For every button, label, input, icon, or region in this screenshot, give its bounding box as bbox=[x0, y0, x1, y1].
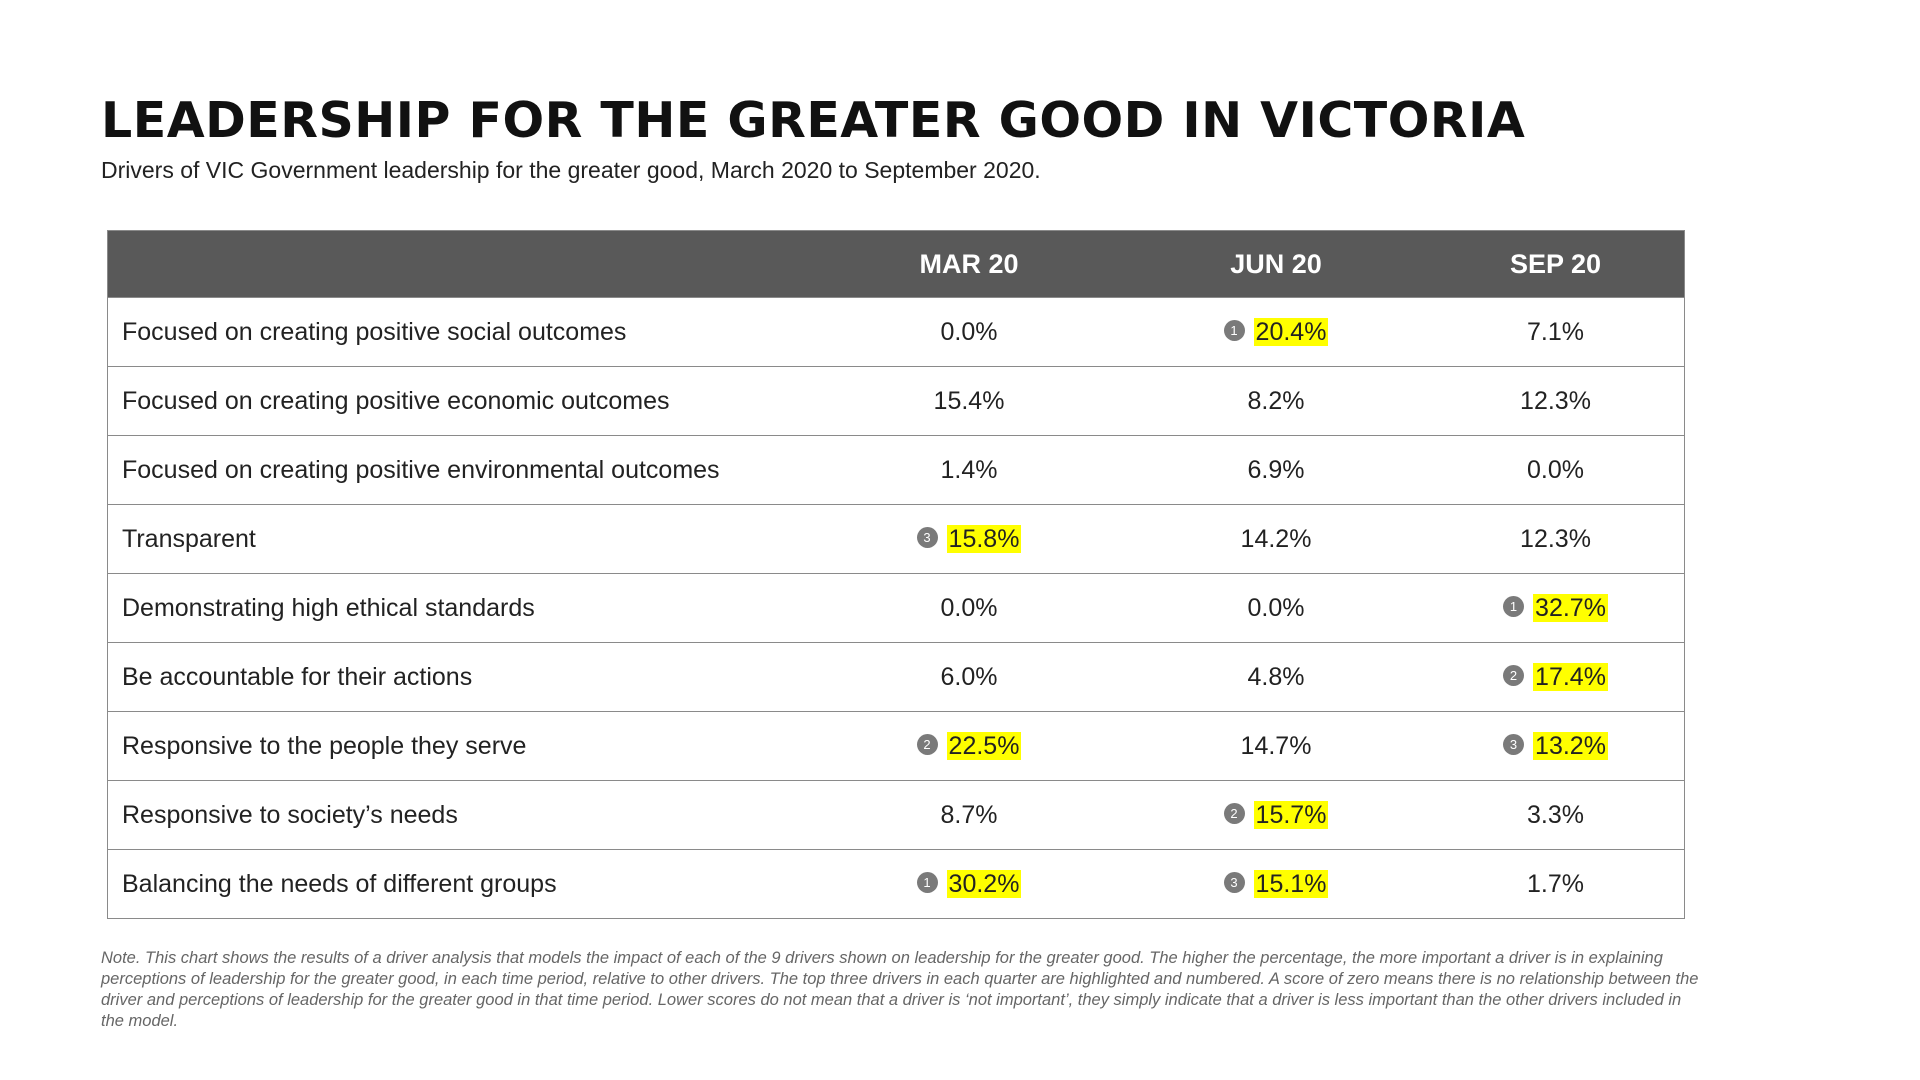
page-title: LEADERSHIP FOR THE GREATER GOOD IN VICTO… bbox=[101, 92, 1526, 149]
highlighted-value: 30.2% bbox=[946, 869, 1022, 898]
driver-label: Focused on creating positive economic ou… bbox=[107, 366, 813, 436]
value-cell: 0.0% bbox=[1125, 573, 1427, 643]
value: 0.0% bbox=[940, 317, 998, 346]
driver-label: Balancing the needs of different groups bbox=[107, 849, 813, 919]
value-cell: 12.3% bbox=[1427, 366, 1685, 436]
driver-label: Focused on creating positive social outc… bbox=[107, 297, 813, 367]
rank-badge: 3 bbox=[1223, 872, 1245, 894]
value-cell: 0.0% bbox=[1427, 435, 1685, 505]
column-header-jun20: JUN 20 bbox=[1230, 248, 1322, 279]
value: 7.1% bbox=[1527, 317, 1584, 346]
value-cell: 2 22.5% bbox=[813, 711, 1125, 781]
column-header-sep20: SEP 20 bbox=[1509, 248, 1602, 279]
table-row: Responsive to society’s needs 8.7% 2 15.7% 3… bbox=[107, 780, 1685, 850]
value: 8.2% bbox=[1247, 386, 1305, 415]
value: 15.4% bbox=[933, 386, 1005, 415]
value-cell: 6.9% bbox=[1125, 435, 1427, 505]
highlighted-value: 22.5% bbox=[946, 731, 1022, 760]
rank-badge: 2 bbox=[916, 734, 938, 756]
value-cell: 1.7% bbox=[1427, 849, 1685, 919]
driver-label: Demonstrating high ethical standards bbox=[107, 573, 813, 643]
value-cell: 1 20.4% bbox=[1125, 297, 1427, 367]
highlighted-value: 15.1% bbox=[1253, 869, 1329, 898]
value-cell: 8.7% bbox=[813, 780, 1125, 850]
driver-label: Transparent bbox=[107, 504, 813, 574]
table-header-row: MAR 20 JUN 20 SEP 20 bbox=[107, 230, 1685, 298]
value-cell: 15.4% bbox=[813, 366, 1125, 436]
value: 0.0% bbox=[1247, 593, 1305, 622]
value-cell: 1 30.2% bbox=[813, 849, 1125, 919]
value-cell: 7.1% bbox=[1427, 297, 1685, 367]
value: 4.8% bbox=[1247, 662, 1305, 691]
rank-badge: 1 bbox=[916, 872, 938, 894]
value: 0.0% bbox=[940, 593, 998, 622]
table-row: Responsive to the people they serve 2 22.5… bbox=[107, 711, 1685, 781]
value-cell: 3 13.2% bbox=[1427, 711, 1685, 781]
value-cell: 4.8% bbox=[1125, 642, 1427, 712]
driver-label: Be accountable for their actions bbox=[107, 642, 813, 712]
value-cell: 0.0% bbox=[813, 573, 1125, 643]
table-row: Transparent 3 15.8% 14.2% 12.3% bbox=[107, 504, 1685, 574]
highlighted-value: 15.7% bbox=[1253, 800, 1329, 829]
value: 12.3% bbox=[1520, 386, 1591, 415]
value-cell: 1 32.7% bbox=[1427, 573, 1685, 643]
column-header-driver bbox=[108, 231, 814, 298]
highlighted-value: 13.2% bbox=[1533, 731, 1608, 760]
table-row: Demonstrating high ethical standards 0.0%… bbox=[107, 573, 1685, 643]
rank-badge: 3 bbox=[916, 527, 938, 549]
value: 12.3% bbox=[1520, 524, 1591, 553]
value-cell: 14.2% bbox=[1125, 504, 1427, 574]
value-cell: 3 15.1% bbox=[1125, 849, 1427, 919]
driver-label: Responsive to the people they serve bbox=[107, 711, 813, 781]
table-row: Focused on creating positive social outc… bbox=[107, 297, 1685, 367]
rank-badge: 1 bbox=[1223, 320, 1245, 342]
driver-label: Focused on creating positive environment… bbox=[107, 435, 813, 505]
page-subtitle: Drivers of VIC Government leadership for… bbox=[101, 157, 1041, 183]
value: 0.0% bbox=[1527, 455, 1584, 484]
footnote: Note. This chart shows the results of a … bbox=[101, 949, 1699, 1030]
highlighted-value: 17.4% bbox=[1533, 662, 1608, 691]
table-row: Balancing the needs of different groups 1… bbox=[107, 849, 1685, 919]
highlighted-value: 20.4% bbox=[1253, 317, 1329, 346]
value: 6.0% bbox=[940, 662, 998, 691]
value: 1.4% bbox=[940, 455, 998, 484]
driver-label: Responsive to society’s needs bbox=[107, 780, 813, 850]
rank-badge: 2 bbox=[1503, 665, 1525, 687]
table-row: Be accountable for their actions 6.0% 4.8%… bbox=[107, 642, 1685, 712]
value-cell: 8.2% bbox=[1125, 366, 1427, 436]
highlighted-value: 15.8% bbox=[946, 524, 1022, 553]
rank-badge: 1 bbox=[1503, 596, 1525, 618]
highlighted-value: 32.7% bbox=[1533, 593, 1608, 622]
value: 8.7% bbox=[940, 800, 998, 829]
value: 6.9% bbox=[1247, 455, 1305, 484]
table-row: Focused on creating positive environment… bbox=[107, 435, 1685, 505]
value-cell: 6.0% bbox=[813, 642, 1125, 712]
value-cell: 3 15.8% bbox=[813, 504, 1125, 574]
value-cell: 1.4% bbox=[813, 435, 1125, 505]
value: 1.7% bbox=[1527, 869, 1584, 898]
value: 14.2% bbox=[1240, 524, 1312, 553]
value-cell: 2 15.7% bbox=[1125, 780, 1427, 850]
drivers-table: MAR 20 JUN 20 SEP 20 Focused on creating… bbox=[107, 230, 1685, 919]
value: 3.3% bbox=[1527, 800, 1584, 829]
value-cell: 2 17.4% bbox=[1427, 642, 1685, 712]
rank-badge: 3 bbox=[1503, 734, 1525, 756]
rank-badge: 2 bbox=[1223, 803, 1245, 825]
table-row: Focused on creating positive economic ou… bbox=[107, 366, 1685, 436]
value-cell: 14.7% bbox=[1125, 711, 1427, 781]
value-cell: 0.0% bbox=[813, 297, 1125, 367]
value-cell: 3.3% bbox=[1427, 780, 1685, 850]
value: 14.7% bbox=[1240, 731, 1312, 760]
value-cell: 12.3% bbox=[1427, 504, 1685, 574]
column-header-mar20: MAR 20 bbox=[919, 248, 1019, 279]
